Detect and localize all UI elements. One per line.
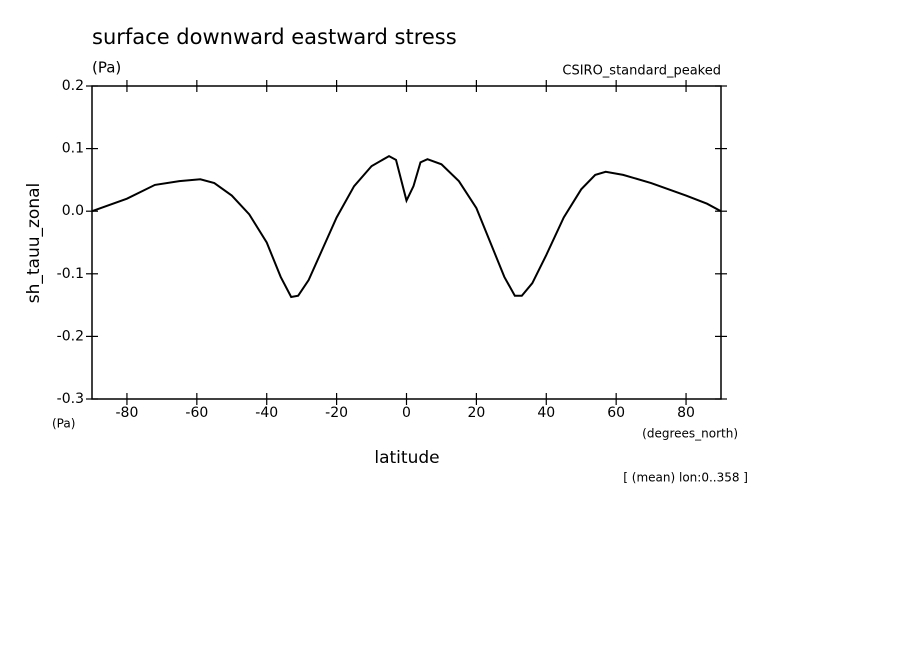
units: (Pa)	[92, 59, 121, 77]
x-tick-label: 20	[467, 405, 485, 421]
x-tick-label: 40	[537, 405, 555, 421]
x-tick-label: 0	[402, 405, 411, 421]
dataset-label: CSIRO_standard_peaked	[562, 64, 721, 79]
y-tick-label: -0.2	[57, 328, 84, 344]
y-tick-label: 0.2	[62, 78, 84, 94]
x-tick-label: -40	[255, 405, 278, 421]
data-line	[91, 154, 722, 299]
y-tick-label: -0.1	[57, 266, 84, 282]
x-tick-label: 60	[607, 405, 625, 421]
x-tick-label: 80	[677, 405, 695, 421]
x-tick-label: -60	[185, 405, 208, 421]
x-axis-label: latitude	[374, 448, 439, 468]
note: [ (mean) lon:0..358 ]	[623, 471, 748, 485]
x-tick-label: -20	[325, 405, 348, 421]
y-units: (Pa)	[52, 417, 75, 431]
y-tick-label: 0.0	[62, 203, 84, 219]
y-tick-label: -0.3	[57, 391, 84, 407]
y-axis-label: sh_tauu_zonal	[24, 183, 44, 304]
x-tick-label: -80	[116, 405, 139, 421]
x-units: (degrees_north)	[642, 427, 738, 441]
y-tick-label: 0.1	[62, 141, 84, 157]
chart-title: surface downward eastward stress	[92, 25, 457, 49]
